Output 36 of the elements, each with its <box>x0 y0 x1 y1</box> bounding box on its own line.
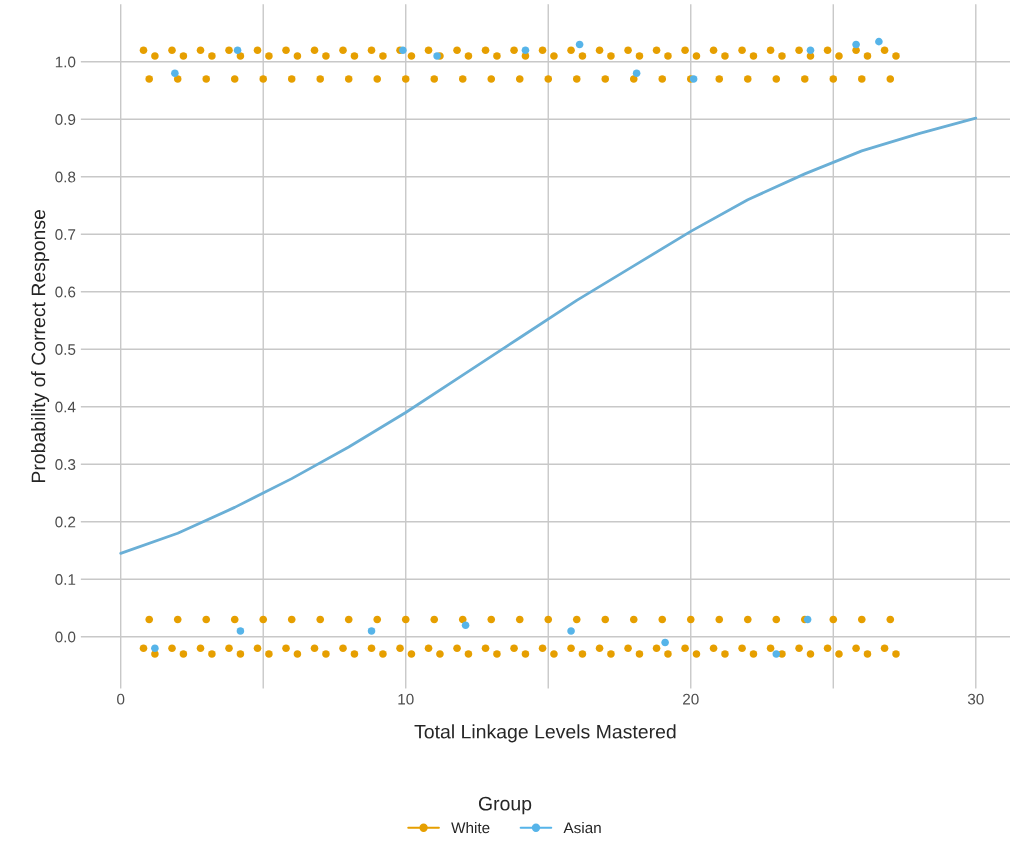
point <box>461 621 470 630</box>
legend-label: White <box>451 822 490 834</box>
point <box>151 644 159 653</box>
y-tick-label: 0.7 <box>55 229 76 240</box>
y-tick-label: 0.1 <box>55 574 76 585</box>
x-tick-label: 30 <box>967 693 984 705</box>
point <box>806 46 815 55</box>
point <box>233 46 242 55</box>
point <box>521 46 530 55</box>
x-tick-label: 0 <box>117 693 125 705</box>
y-tick-label: 0.4 <box>55 401 76 413</box>
y-tick-label: 0.3 <box>55 459 76 470</box>
y-axis-title: Probability of Correct Response <box>31 209 50 483</box>
legend-label: Asian <box>563 822 601 834</box>
point <box>367 627 376 635</box>
point <box>236 627 245 635</box>
y-tick-label: 0.9 <box>55 114 76 125</box>
point <box>575 40 584 49</box>
point <box>661 638 669 647</box>
point <box>875 37 883 46</box>
y-tick-label: 0.6 <box>55 286 76 298</box>
y-tick-label: 0.8 <box>55 171 76 183</box>
y-tick-label: 1.0 <box>55 56 76 68</box>
point <box>171 69 179 78</box>
point <box>567 627 575 635</box>
y-tick-label: 0.5 <box>55 344 76 355</box>
line-series <box>119 116 978 555</box>
y-tick-label: 0.0 <box>55 631 76 643</box>
x-tick-label: 20 <box>683 693 699 705</box>
x-axis-title: Total Linkage Levels Mastered <box>414 724 676 743</box>
legend-title: Group <box>478 796 532 815</box>
point <box>632 69 641 78</box>
point <box>852 40 860 49</box>
y-tick-label: 0.2 <box>55 516 76 528</box>
x-tick-label: 10 <box>398 693 414 705</box>
point <box>772 650 781 658</box>
